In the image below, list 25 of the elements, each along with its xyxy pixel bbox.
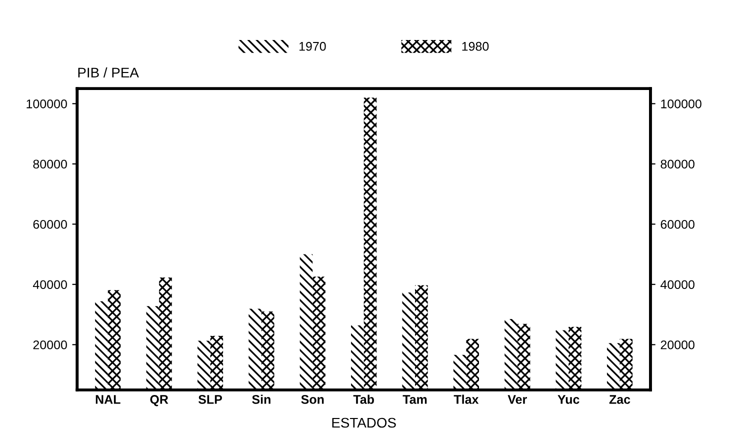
x-tick-label: Tam <box>402 395 427 404</box>
y2-tick-label: 100000 <box>661 99 702 108</box>
x-tick-label: Tab <box>353 394 374 404</box>
x-tick-label: Son <box>301 395 324 404</box>
x-tick-label: Sin <box>252 394 270 404</box>
y-axis-title: PIB / PEA <box>78 67 139 78</box>
y2-tick-label: 20000 <box>660 340 694 350</box>
x-tick-label: Ver <box>508 395 527 404</box>
x-tick-label: Tlax <box>454 394 479 404</box>
y2-tick-label: 80000 <box>660 160 694 169</box>
y2-tick-label: 60000 <box>660 220 694 229</box>
y-tick-label: 40000 <box>32 280 67 290</box>
x-tick-label: QR <box>150 395 168 406</box>
y2-tick-label: 40000 <box>660 280 694 290</box>
x-tick-label: SLP <box>198 395 222 404</box>
y-tick-label: 20000 <box>33 340 67 350</box>
legend-label: 1980 <box>462 42 489 51</box>
x-tick-label: Yuc <box>558 395 580 404</box>
x-tick-label: Zac <box>609 395 630 404</box>
x-tick-label: NAL <box>96 395 120 404</box>
y-tick-label: 60000 <box>33 220 67 229</box>
y-tick-label: 100000 <box>26 99 67 108</box>
y-tick-label: 80000 <box>33 160 67 169</box>
legend-label: 1970 <box>299 42 326 51</box>
x-axis-title: ESTADOS <box>332 418 396 428</box>
